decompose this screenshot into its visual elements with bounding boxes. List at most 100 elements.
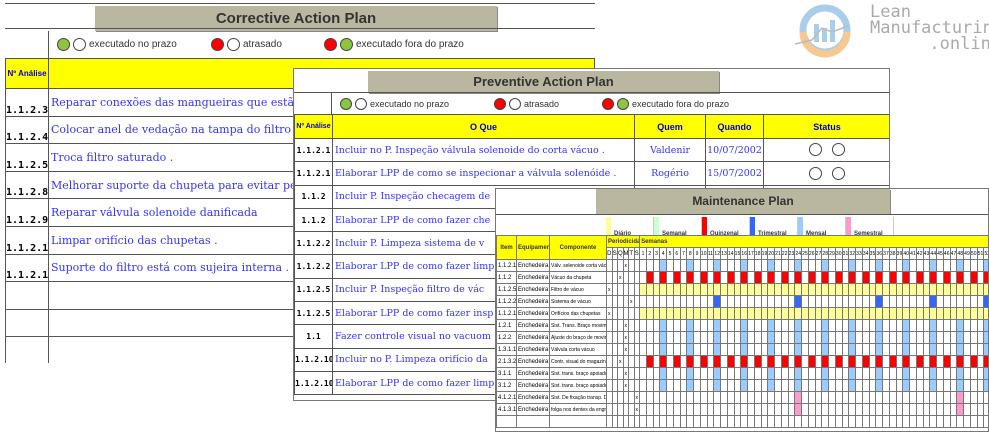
week-cell — [936, 367, 944, 380]
scheduled-week-cell — [828, 283, 836, 296]
week-cell — [942, 379, 951, 392]
status-circle-icon[interactable] — [832, 143, 845, 157]
week-cell — [841, 403, 850, 416]
week-cell — [963, 343, 971, 356]
week-cell — [828, 355, 836, 368]
week-cell — [639, 403, 647, 416]
scheduled-week-cell — [659, 355, 668, 368]
scheduled-week-cell — [848, 343, 857, 356]
week-cell — [909, 259, 917, 272]
week-cell — [801, 355, 809, 368]
week-col: 8 — [686, 247, 695, 260]
scheduled-week-cell — [942, 307, 951, 320]
scheduled-week-cell — [672, 283, 681, 296]
scheduled-week-cell — [976, 307, 985, 320]
scheduled-week-cell — [983, 379, 988, 392]
scheduled-week-cell — [672, 307, 681, 320]
row-number — [5, 281, 49, 310]
row-number — [5, 308, 49, 338]
table-row: 1.1.2.1 Enchedeira Válv. selenoide corta v… — [496, 259, 988, 272]
week-cell — [902, 415, 911, 428]
scheduled-week-cell — [780, 283, 789, 296]
week-cell — [929, 415, 938, 428]
week-col: 24 — [794, 247, 803, 260]
week-cell — [666, 367, 674, 380]
week-cell — [780, 367, 789, 380]
scheduled-week-cell — [841, 307, 850, 320]
week-cell — [841, 295, 850, 308]
week-cell — [942, 415, 951, 428]
week-cell — [666, 331, 674, 344]
scheduled-week-cell — [666, 283, 674, 296]
table-row: 1.2.1 Enchedeira Sist. Trans. Braço movim.… — [496, 319, 988, 332]
week-cell — [706, 355, 715, 368]
week-cell — [672, 319, 681, 332]
week-cell — [814, 355, 823, 368]
week-cell — [834, 367, 843, 380]
week-cell — [652, 391, 661, 404]
week-cell — [713, 391, 722, 404]
scheduled-week-cell — [983, 271, 988, 284]
week-cell — [895, 391, 904, 404]
scheduled-week-cell — [686, 355, 695, 368]
week-cell — [652, 259, 661, 272]
week-cell — [882, 259, 890, 272]
legend-semestral: Semestral — [846, 217, 894, 237]
scheduled-week-cell — [821, 379, 830, 392]
scheduled-week-cell — [915, 283, 924, 296]
scheduled-week-cell — [794, 331, 803, 344]
row-action[interactable]: Incluir no P. Inspeção válvula solenoide… — [332, 137, 635, 163]
scheduled-week-cell — [659, 271, 668, 284]
week-cell — [942, 259, 951, 272]
week-cell — [855, 355, 863, 368]
row-number: 1.1.2 — [294, 207, 333, 233]
week-cell — [787, 295, 796, 308]
week-cell — [828, 343, 836, 356]
week-cell — [733, 259, 742, 272]
week-cell — [841, 319, 850, 332]
week-cell — [706, 343, 715, 356]
week-col: 11 — [706, 247, 715, 260]
scheduled-week-cell — [929, 283, 938, 296]
week-cell — [693, 319, 701, 332]
week-cell — [976, 391, 985, 404]
week-cell — [976, 271, 985, 284]
status-circle-icon[interactable] — [809, 143, 822, 157]
status-circle-icon[interactable] — [809, 166, 822, 180]
week-cell — [639, 319, 647, 332]
scheduled-week-cell — [720, 283, 728, 296]
week-cell — [679, 343, 688, 356]
week-cell — [828, 295, 836, 308]
week-cell — [902, 403, 911, 416]
week-cell — [848, 391, 857, 404]
scheduled-week-cell — [848, 331, 857, 344]
scheduled-week-cell — [713, 295, 722, 308]
week-cell — [983, 415, 988, 428]
scheduled-week-cell — [699, 271, 708, 284]
scheduled-week-cell — [652, 307, 661, 320]
week-cell — [787, 271, 796, 284]
week-cell — [747, 295, 755, 308]
week-cell — [915, 259, 924, 272]
week-cell — [747, 379, 755, 392]
week-cell — [672, 295, 681, 308]
scheduled-week-cell — [956, 283, 965, 296]
week-cell — [963, 355, 971, 368]
week-cell — [780, 415, 789, 428]
scheduled-week-cell — [693, 283, 701, 296]
row-item: 1.2.2 — [496, 331, 517, 344]
week-cell — [645, 319, 654, 332]
week-cell — [976, 403, 985, 416]
table-row: 1.1.2 Enchedeira Vácuo da chupeta x — [496, 271, 988, 284]
scheduled-week-cell — [956, 355, 965, 368]
week-cell — [652, 319, 661, 332]
week-cell — [983, 403, 988, 416]
week-cell — [821, 391, 830, 404]
row-action[interactable]: Elaborar LPP de como se inspecionar a vá… — [332, 161, 635, 186]
status-circle-icon[interactable] — [832, 166, 845, 180]
week-cell — [720, 331, 728, 344]
scheduled-week-cell — [888, 271, 897, 284]
legend-label: Trimestral — [758, 231, 787, 237]
scheduled-week-cell — [875, 319, 884, 332]
week-cell — [895, 343, 904, 356]
